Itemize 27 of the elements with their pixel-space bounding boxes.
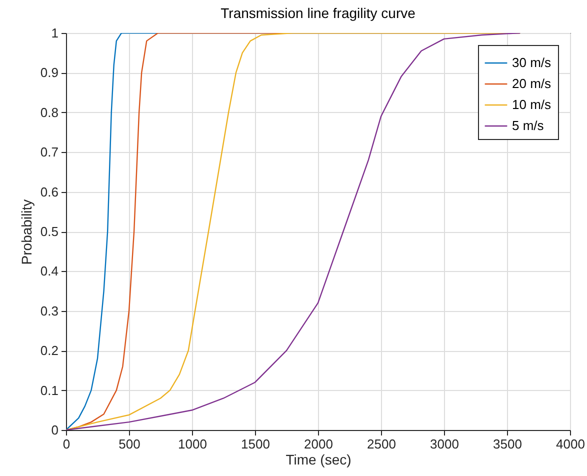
x-tick-label: 1500 <box>241 436 270 452</box>
legend-label: 30 m/s <box>512 55 552 70</box>
chart-title: Transmission line fragility curve <box>220 5 416 21</box>
legend-label: 20 m/s <box>512 76 552 91</box>
y-tick-label: 0.6 <box>40 184 58 200</box>
legend-label: 5 m/s <box>512 118 544 133</box>
x-tick-label: 3000 <box>430 436 459 452</box>
y-tick-label: 0.4 <box>40 264 58 279</box>
y-tick-label: 0.1 <box>40 382 58 398</box>
x-tick-label: 3500 <box>493 436 522 452</box>
y-tick-label: 0.7 <box>40 144 58 160</box>
y-tick-label: 0.8 <box>40 104 58 120</box>
y-tick-label: 0.2 <box>40 343 58 358</box>
y-tick-label: 1 <box>51 26 58 40</box>
legend-label: 10 m/s <box>512 97 552 112</box>
x-tick-label: 0 <box>62 436 70 452</box>
y-axis-title: Probability <box>18 199 34 265</box>
y-tick-label: 0.5 <box>40 224 58 239</box>
x-tick-label: 2000 <box>304 436 333 452</box>
y-tick-label: 0.9 <box>40 65 58 80</box>
x-tick-label: 500 <box>118 436 140 452</box>
x-tick-label: 2500 <box>367 436 396 452</box>
x-tick-label: 1000 <box>178 436 207 452</box>
y-tick-label: 0.3 <box>40 303 58 318</box>
x-tick-label: 4000 <box>556 436 585 452</box>
y-tick-label: 0 <box>51 422 58 438</box>
x-axis-title: Time (sec) <box>286 452 352 468</box>
